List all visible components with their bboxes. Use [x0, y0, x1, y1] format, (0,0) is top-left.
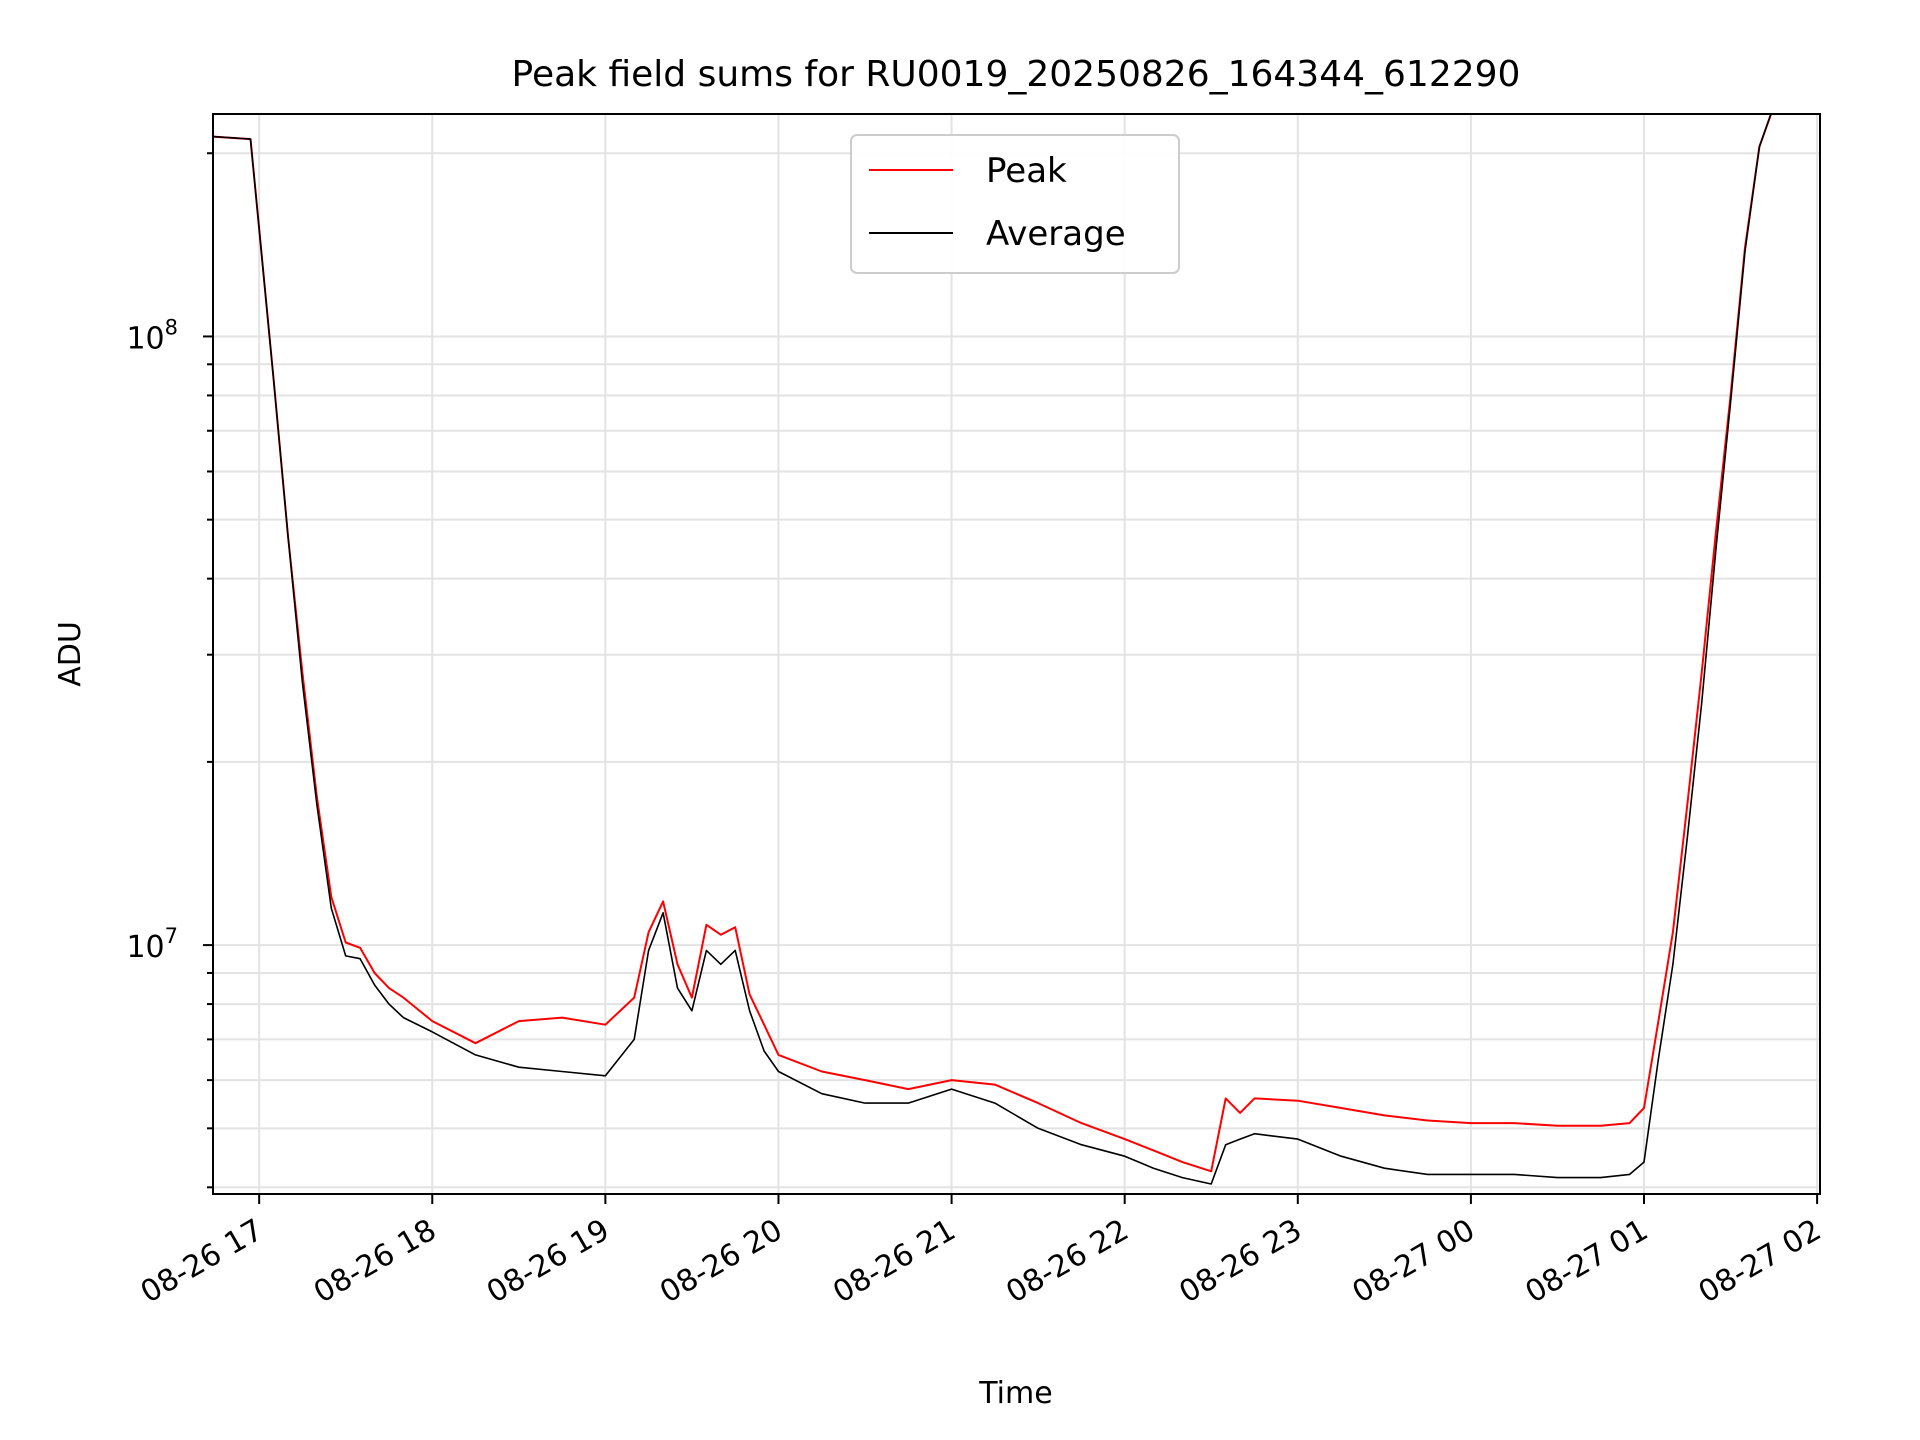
- y-axis: 107 108: [126, 152, 213, 1189]
- y-tick-label: 108: [126, 315, 178, 356]
- grid: [213, 114, 1820, 1194]
- legend: Peak Average: [850, 134, 1180, 274]
- y-tick-label: 107: [126, 924, 178, 965]
- legend-peak-label: Peak: [986, 151, 1067, 191]
- series-line-peak: [212, 113, 1820, 1173]
- series-line-average: [212, 113, 1820, 1185]
- y-axis-label: ADU: [53, 621, 88, 687]
- series-layer: [212, 113, 1820, 1185]
- chart-title: Peak field sums for RU0019_20250826_1643…: [512, 54, 1521, 95]
- x-axis-label: Time: [978, 1376, 1052, 1411]
- plot-area: [212, 113, 1820, 1194]
- legend-average-label: Average: [986, 214, 1126, 254]
